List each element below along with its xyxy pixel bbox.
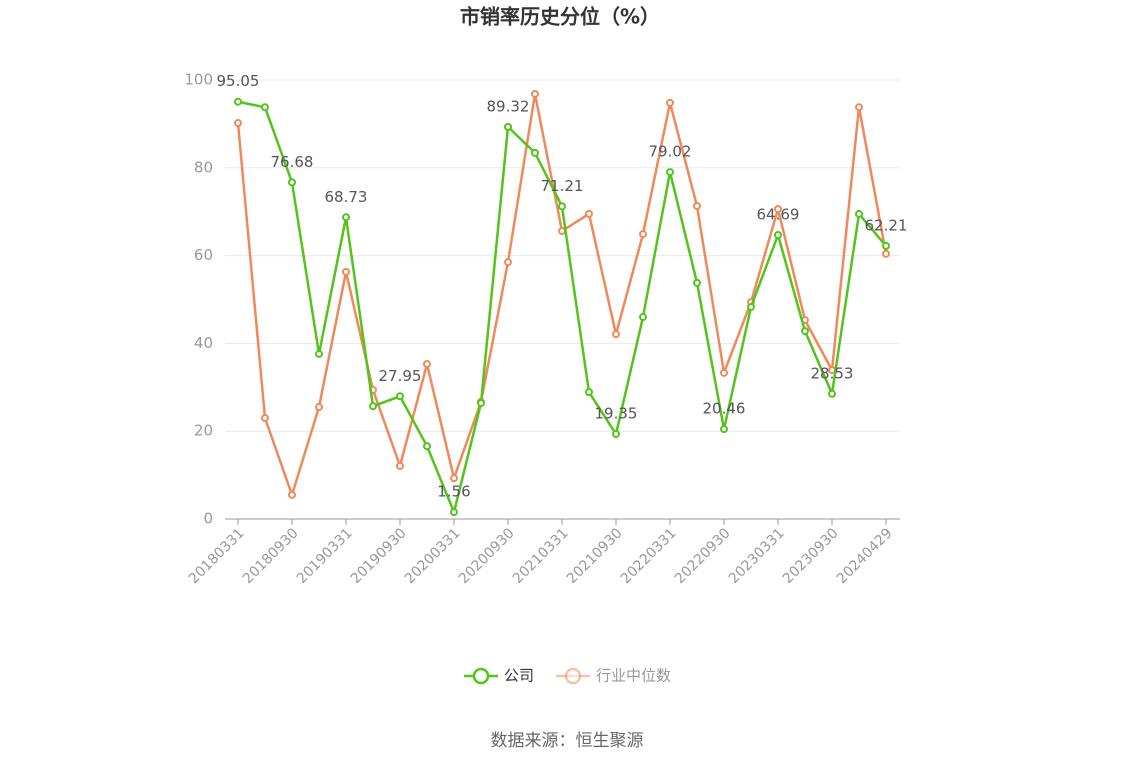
data-point (639, 230, 647, 239)
data-point (396, 392, 404, 401)
data-point (261, 414, 269, 423)
data-point (369, 402, 377, 411)
data-point (531, 90, 539, 99)
x-tick-label: 20210930 (564, 525, 626, 587)
data-point (423, 442, 431, 451)
data-point (288, 178, 296, 187)
data-point (585, 388, 593, 397)
x-tick-label: 20230930 (780, 525, 842, 587)
data-point (504, 258, 512, 267)
data-point (639, 313, 647, 322)
x-tick-label: 20210331 (510, 525, 572, 587)
data-label: 76.68 (271, 153, 314, 171)
data-point (612, 430, 620, 439)
y-tick-label: 100 (184, 71, 213, 89)
x-tick-label: 20240429 (834, 525, 896, 587)
chart-title: 市销率历史分位（%） (460, 5, 660, 29)
data-point (882, 241, 890, 250)
data-point (234, 97, 242, 106)
data-point (828, 389, 836, 398)
data-label: 95.05 (217, 72, 260, 90)
x-tick-label: 20220930 (672, 525, 734, 587)
x-tick-label: 20220331 (618, 525, 680, 587)
data-point (531, 148, 539, 157)
x-tick-label: 20180331 (186, 525, 248, 587)
x-tick-label: 20200331 (402, 525, 464, 587)
data-label: 1.56 (437, 483, 470, 501)
legend-marker (472, 667, 490, 685)
data-point (423, 360, 431, 369)
x-tick-label: 20230331 (726, 525, 788, 587)
legend-label: 行业中位数 (596, 667, 671, 685)
data-label: 64.69 (757, 206, 800, 224)
data-label: 62.21 (865, 216, 908, 234)
data-point (342, 267, 350, 276)
legend-marker (564, 667, 582, 685)
data-point (855, 209, 863, 218)
data-point (666, 98, 674, 107)
data-point (261, 103, 269, 112)
data-label: 79.02 (649, 143, 692, 161)
data-label: 89.32 (487, 97, 530, 115)
y-tick-label: 0 (203, 510, 213, 528)
series-line (236, 93, 888, 499)
x-tick-label: 20190331 (294, 525, 356, 587)
x-tick-label: 20200930 (456, 525, 518, 587)
data-point (855, 103, 863, 112)
data-point (234, 119, 242, 128)
y-tick-label: 60 (194, 246, 213, 264)
data-point (720, 425, 728, 434)
data-point (720, 368, 728, 377)
data-point (612, 330, 620, 339)
data-point (450, 474, 458, 483)
data-label: 19.35 (595, 405, 638, 423)
data-label: 27.95 (379, 367, 422, 385)
legend-label: 公司 (504, 667, 534, 685)
data-point (315, 349, 323, 358)
data-label: 20.46 (703, 400, 746, 418)
data-point (288, 490, 296, 499)
data-point (693, 201, 701, 210)
data-point (558, 202, 566, 211)
data-point (882, 249, 890, 258)
data-point (774, 205, 782, 214)
data-point (450, 508, 458, 517)
series-line (237, 100, 887, 517)
data-point (477, 399, 485, 408)
data-point (504, 122, 512, 131)
data-point (396, 461, 404, 470)
data-point (342, 213, 350, 222)
x-tick-label: 20190930 (348, 525, 410, 587)
data-point (747, 302, 755, 311)
source: 数据来源：恒生聚源 (491, 731, 644, 751)
x-tick-label: 20180930 (240, 525, 302, 587)
data-point (585, 209, 593, 218)
y-tick-label: 40 (194, 334, 213, 352)
data-label: 68.73 (325, 188, 368, 206)
data-point (693, 278, 701, 287)
data-label: 71.21 (541, 177, 584, 195)
data-point (801, 327, 809, 336)
data-point (666, 168, 674, 177)
data-label: 28.53 (811, 364, 854, 382)
y-tick-label: 80 (194, 158, 213, 176)
y-tick-label: 20 (194, 422, 213, 440)
data-point (774, 231, 782, 240)
data-point (315, 403, 323, 412)
